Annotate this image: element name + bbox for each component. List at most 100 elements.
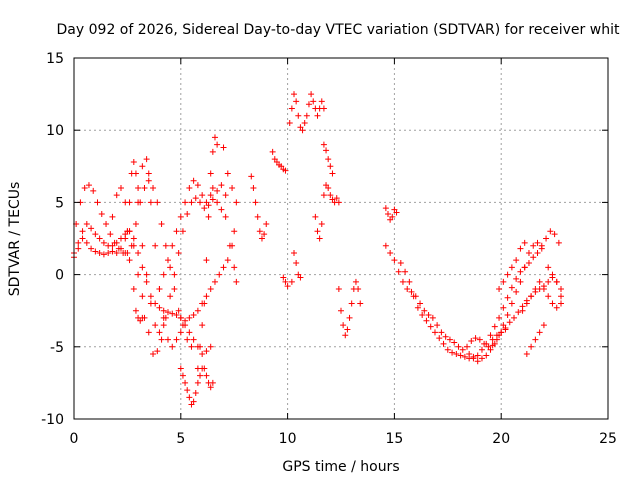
data-point [167,264,174,271]
data-point [132,170,139,177]
data-point [214,199,221,206]
series-arc-q [286,91,327,134]
data-point [199,322,206,329]
data-point [498,329,505,336]
data-point [555,239,562,246]
data-point [158,336,165,343]
data-point [150,184,157,191]
data-point [194,365,201,372]
data-point [446,336,453,343]
data-point [139,264,146,271]
data-point [88,245,95,252]
x-tick-label: 5 [176,431,185,447]
data-point [553,278,560,285]
data-point [320,105,327,112]
data-point [468,338,475,345]
series-arc-r [291,249,304,281]
data-point [335,286,342,293]
data-point [139,242,146,249]
series-arc-i [177,228,238,324]
data-point [167,293,174,300]
data-point [402,268,409,275]
data-point [139,293,146,300]
data-point [444,346,451,353]
data-point [75,245,82,252]
data-point [504,294,511,301]
series-arc-l [209,184,240,285]
data-point [126,199,133,206]
data-point [423,317,430,324]
data-point [250,184,257,191]
data-point [532,336,539,343]
data-point [338,307,344,314]
data-point [291,91,298,98]
data-point [205,213,212,220]
data-point [160,322,167,329]
axis-ticks [73,57,609,420]
data-point [100,251,107,258]
data-point [207,384,214,391]
data-point [523,300,530,307]
data-point [513,288,520,295]
data-point [100,239,107,246]
data-point [164,309,171,316]
data-point [318,98,325,105]
x-tick-label: 25 [599,431,617,447]
data-point [340,322,347,329]
data-point [325,184,332,191]
data-point [496,286,503,293]
series-arc-k [194,134,221,372]
data-point [252,199,259,206]
data-point [111,239,118,246]
data-point [173,228,180,235]
data-point [545,293,552,300]
data-point [472,335,479,342]
data-point [545,264,552,271]
data-point [203,199,210,206]
data-point [231,264,238,271]
data-point [147,293,154,300]
data-point [408,288,415,295]
data-point [109,248,116,255]
data-point [139,163,146,170]
data-point [528,293,535,300]
data-point [190,336,197,343]
data-point [179,322,186,329]
data-point [496,314,503,321]
data-point [344,326,351,333]
data-point [429,314,436,321]
data-point [107,231,114,238]
data-point [329,170,336,177]
data-point [79,228,86,235]
data-point [186,314,193,321]
data-point [325,156,332,163]
data-point [177,365,184,372]
data-point [297,274,304,281]
data-point [540,322,547,329]
data-point [92,231,99,238]
data-point [519,307,526,314]
data-point [124,228,131,235]
data-point [382,205,389,212]
data-point [220,264,227,271]
data-point [517,245,524,252]
data-point [346,314,353,321]
data-point [525,249,532,256]
data-point [184,387,191,394]
data-point [201,300,208,307]
data-point [453,351,460,358]
series-arc-o [269,148,289,174]
data-point [143,156,150,163]
data-point [553,304,560,311]
data-point [293,260,300,267]
data-point [551,231,558,238]
series-arc-aa [496,239,528,293]
data-point [288,278,295,285]
data-point [169,343,176,350]
series-arc-ac [523,322,547,358]
x-tick-label: 15 [385,431,403,447]
data-point [96,235,103,242]
data-point [549,300,556,307]
data-point [395,268,402,275]
data-point [314,228,321,235]
